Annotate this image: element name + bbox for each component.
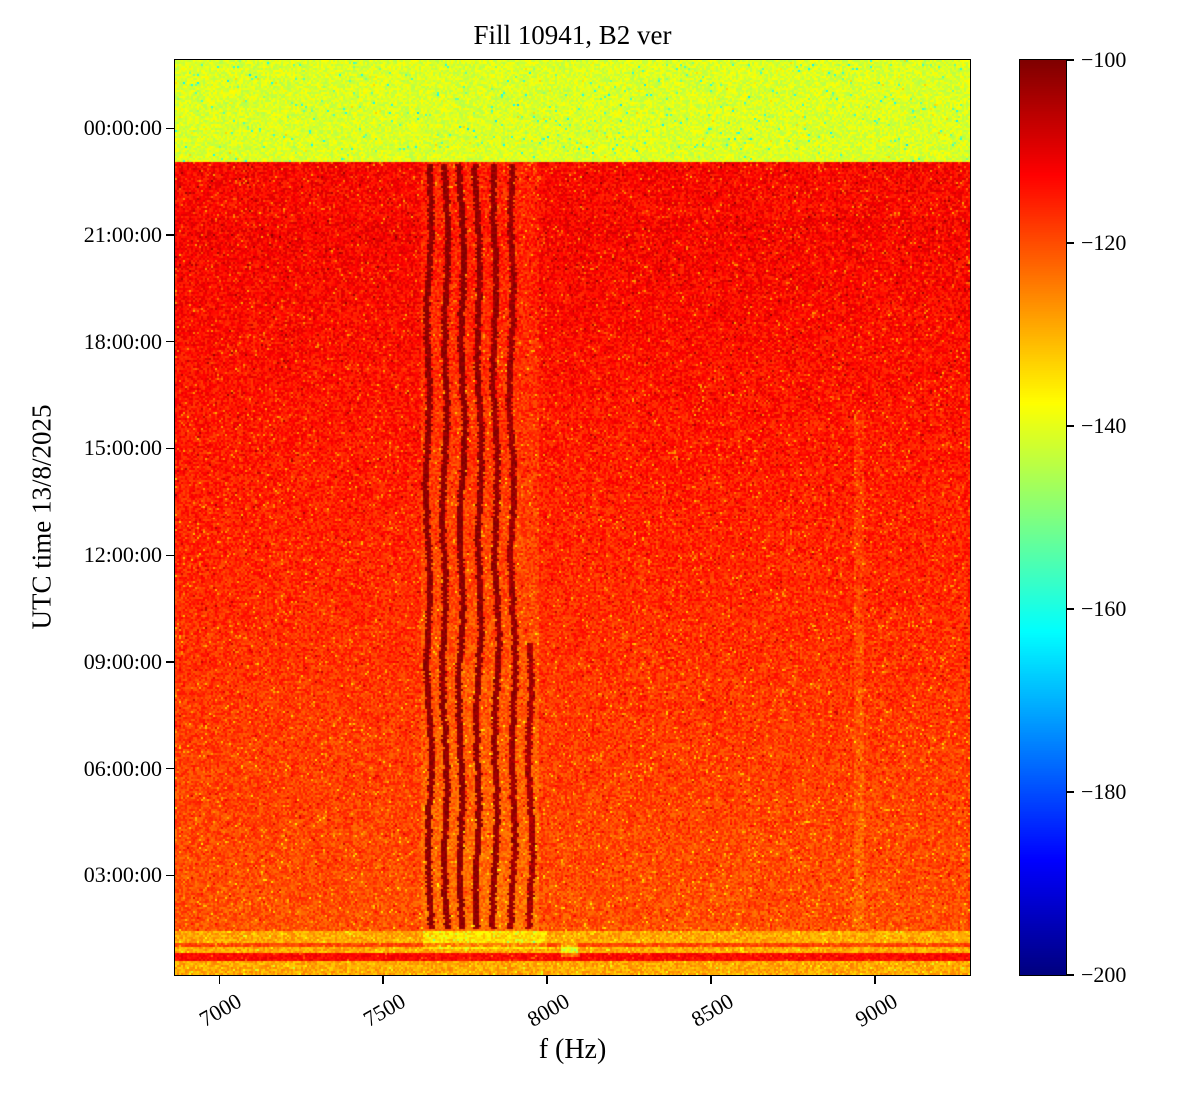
plot-title: Fill 10941, B2 ver <box>473 20 672 50</box>
y-tick-mark <box>166 874 174 877</box>
spectrogram-heatmap-canvas <box>175 60 970 975</box>
y-tick-mark <box>166 234 174 236</box>
x-tick-label: 7000 <box>195 988 246 1032</box>
y-tick-label: 09:00:00 <box>83 648 162 674</box>
colorbar-tick-label: −140 <box>1081 413 1127 438</box>
y-tick-label: 21:00:00 <box>83 222 162 248</box>
x-tick-mark <box>710 976 712 984</box>
y-tick-mark <box>166 767 174 770</box>
y-tick-label: 03:00:00 <box>83 862 162 888</box>
colorbar-tick-label: −160 <box>1081 596 1127 621</box>
y-axis-label: UTC time 13/8/2025 <box>26 404 57 630</box>
colorbar-tick-mark <box>1067 425 1074 427</box>
colorbar-gradient-canvas <box>1020 60 1066 975</box>
colorbar-tick-mark <box>1067 242 1074 244</box>
x-tick-label: 8000 <box>522 988 574 1032</box>
y-tick-label: 00:00:00 <box>83 115 162 141</box>
x-tick-mark <box>546 976 548 984</box>
y-tick-mark <box>166 554 174 556</box>
colorbar-tick-label: −100 <box>1081 47 1127 72</box>
colorbar-tick-label: −180 <box>1081 779 1127 804</box>
y-tick-label: 18:00:00 <box>83 328 162 354</box>
y-tick-mark <box>166 661 174 663</box>
x-tick-mark <box>874 976 876 984</box>
colorbar <box>1019 59 1067 976</box>
x-tick-label: 9000 <box>850 988 902 1032</box>
y-tick-mark <box>166 127 174 129</box>
colorbar-tick-mark <box>1067 974 1074 976</box>
y-tick-mark <box>166 447 174 450</box>
y-tick-label: 15:00:00 <box>83 435 162 461</box>
x-tick-mark <box>218 976 220 984</box>
x-tick-mark <box>382 976 384 984</box>
x-axis-label: f (Hz) <box>538 1034 607 1065</box>
plot-area <box>174 59 971 976</box>
colorbar-tick-label: −120 <box>1081 230 1127 255</box>
y-tick-label: 12:00:00 <box>83 542 162 568</box>
colorbar-tick-mark <box>1067 59 1074 61</box>
x-tick-label: 7500 <box>359 988 410 1032</box>
x-tick-label: 8500 <box>686 988 738 1032</box>
colorbar-tick-mark <box>1067 791 1074 793</box>
y-tick-mark <box>166 341 174 343</box>
colorbar-tick-label: −200 <box>1081 962 1127 987</box>
y-tick-label: 06:00:00 <box>83 755 162 781</box>
colorbar-tick-mark <box>1067 608 1074 610</box>
